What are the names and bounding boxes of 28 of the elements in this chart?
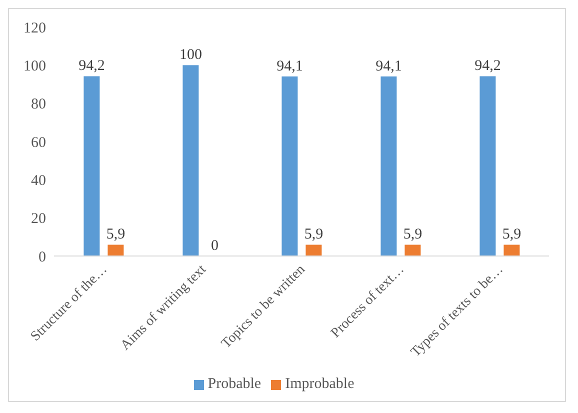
data-label: 0 xyxy=(210,238,218,254)
bar xyxy=(84,76,100,256)
bar xyxy=(380,76,397,256)
bar xyxy=(480,76,496,256)
y-tick-label: 0 xyxy=(38,249,46,266)
data-label: 100 xyxy=(179,47,202,64)
bar xyxy=(108,244,124,256)
data-label: 5,9 xyxy=(403,226,422,243)
legend-label: Probable xyxy=(208,376,262,392)
bar xyxy=(404,244,421,256)
y-tick-label: 60 xyxy=(31,134,46,151)
y-tick-label: 80 xyxy=(31,96,46,113)
data-label: 5,9 xyxy=(502,226,522,243)
bar xyxy=(182,65,199,256)
y-tick-label: 100 xyxy=(24,58,46,74)
data-label: 94,2 xyxy=(474,58,501,74)
data-label: 5,9 xyxy=(106,226,126,243)
bar xyxy=(504,244,520,256)
data-label: 94,1 xyxy=(276,58,303,74)
y-tick-label: 20 xyxy=(31,211,46,228)
y-tick-label: 40 xyxy=(31,172,46,189)
legend-label: Improbable xyxy=(285,376,354,392)
bar xyxy=(306,244,322,256)
y-tick-label: 120 xyxy=(24,20,46,36)
data-label: 94,1 xyxy=(376,58,402,74)
data-label: 94,2 xyxy=(78,58,105,74)
bar xyxy=(282,76,298,256)
data-label: 5,9 xyxy=(304,226,324,243)
